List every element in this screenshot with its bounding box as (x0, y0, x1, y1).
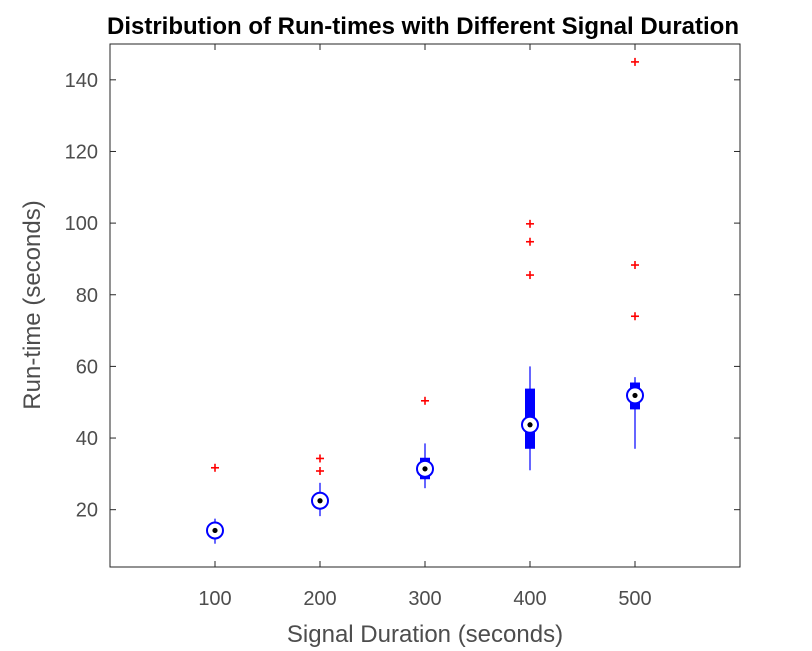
y-axis-label: Run-time (seconds) (19, 200, 46, 409)
box-group (416, 396, 434, 489)
outlier-marker (526, 219, 534, 228)
y-tick-label: 40 (76, 428, 98, 450)
outlier-marker (316, 466, 324, 475)
outlier-marker (421, 396, 429, 405)
x-axis-ticks: 100 200 300 400 500 (198, 44, 652, 610)
outlier-marker (211, 463, 219, 472)
y-tick-label: 80 (76, 285, 98, 307)
median-dot (212, 527, 218, 534)
outlier-marker (526, 271, 534, 280)
box-group (206, 463, 224, 544)
box-group (521, 219, 539, 471)
outlier-marker (631, 261, 639, 270)
outlier-marker (631, 57, 639, 66)
outlier-marker (631, 312, 639, 321)
plot-area (110, 44, 740, 567)
median-dot (632, 392, 638, 399)
x-tick-label: 200 (303, 588, 336, 610)
y-tick-label: 20 (76, 500, 98, 522)
y-tick-label: 120 (65, 141, 98, 163)
median-dot (422, 466, 428, 472)
x-tick-label: 300 (408, 588, 441, 610)
y-tick-label: 60 (76, 356, 98, 378)
plot-frame (109, 43, 741, 568)
x-tick-label: 400 (513, 588, 546, 610)
x-axis-label: Signal Duration (seconds) (287, 621, 563, 648)
median-dot (317, 498, 323, 504)
chart-title: Distribution of Run-times with Different… (107, 13, 739, 40)
box-series (206, 57, 644, 544)
y-tick-label: 100 (65, 213, 98, 235)
outlier-marker (316, 454, 324, 463)
y-tick-label: 140 (65, 70, 98, 92)
median-dot (527, 422, 533, 428)
y-axis-ticks: 20 40 60 80 100 120 140 (65, 70, 740, 522)
x-tick-label: 500 (618, 588, 651, 610)
outlier-marker (526, 237, 534, 246)
box-group (311, 454, 329, 517)
x-tick-label: 100 (198, 588, 231, 610)
box-group (626, 57, 644, 449)
